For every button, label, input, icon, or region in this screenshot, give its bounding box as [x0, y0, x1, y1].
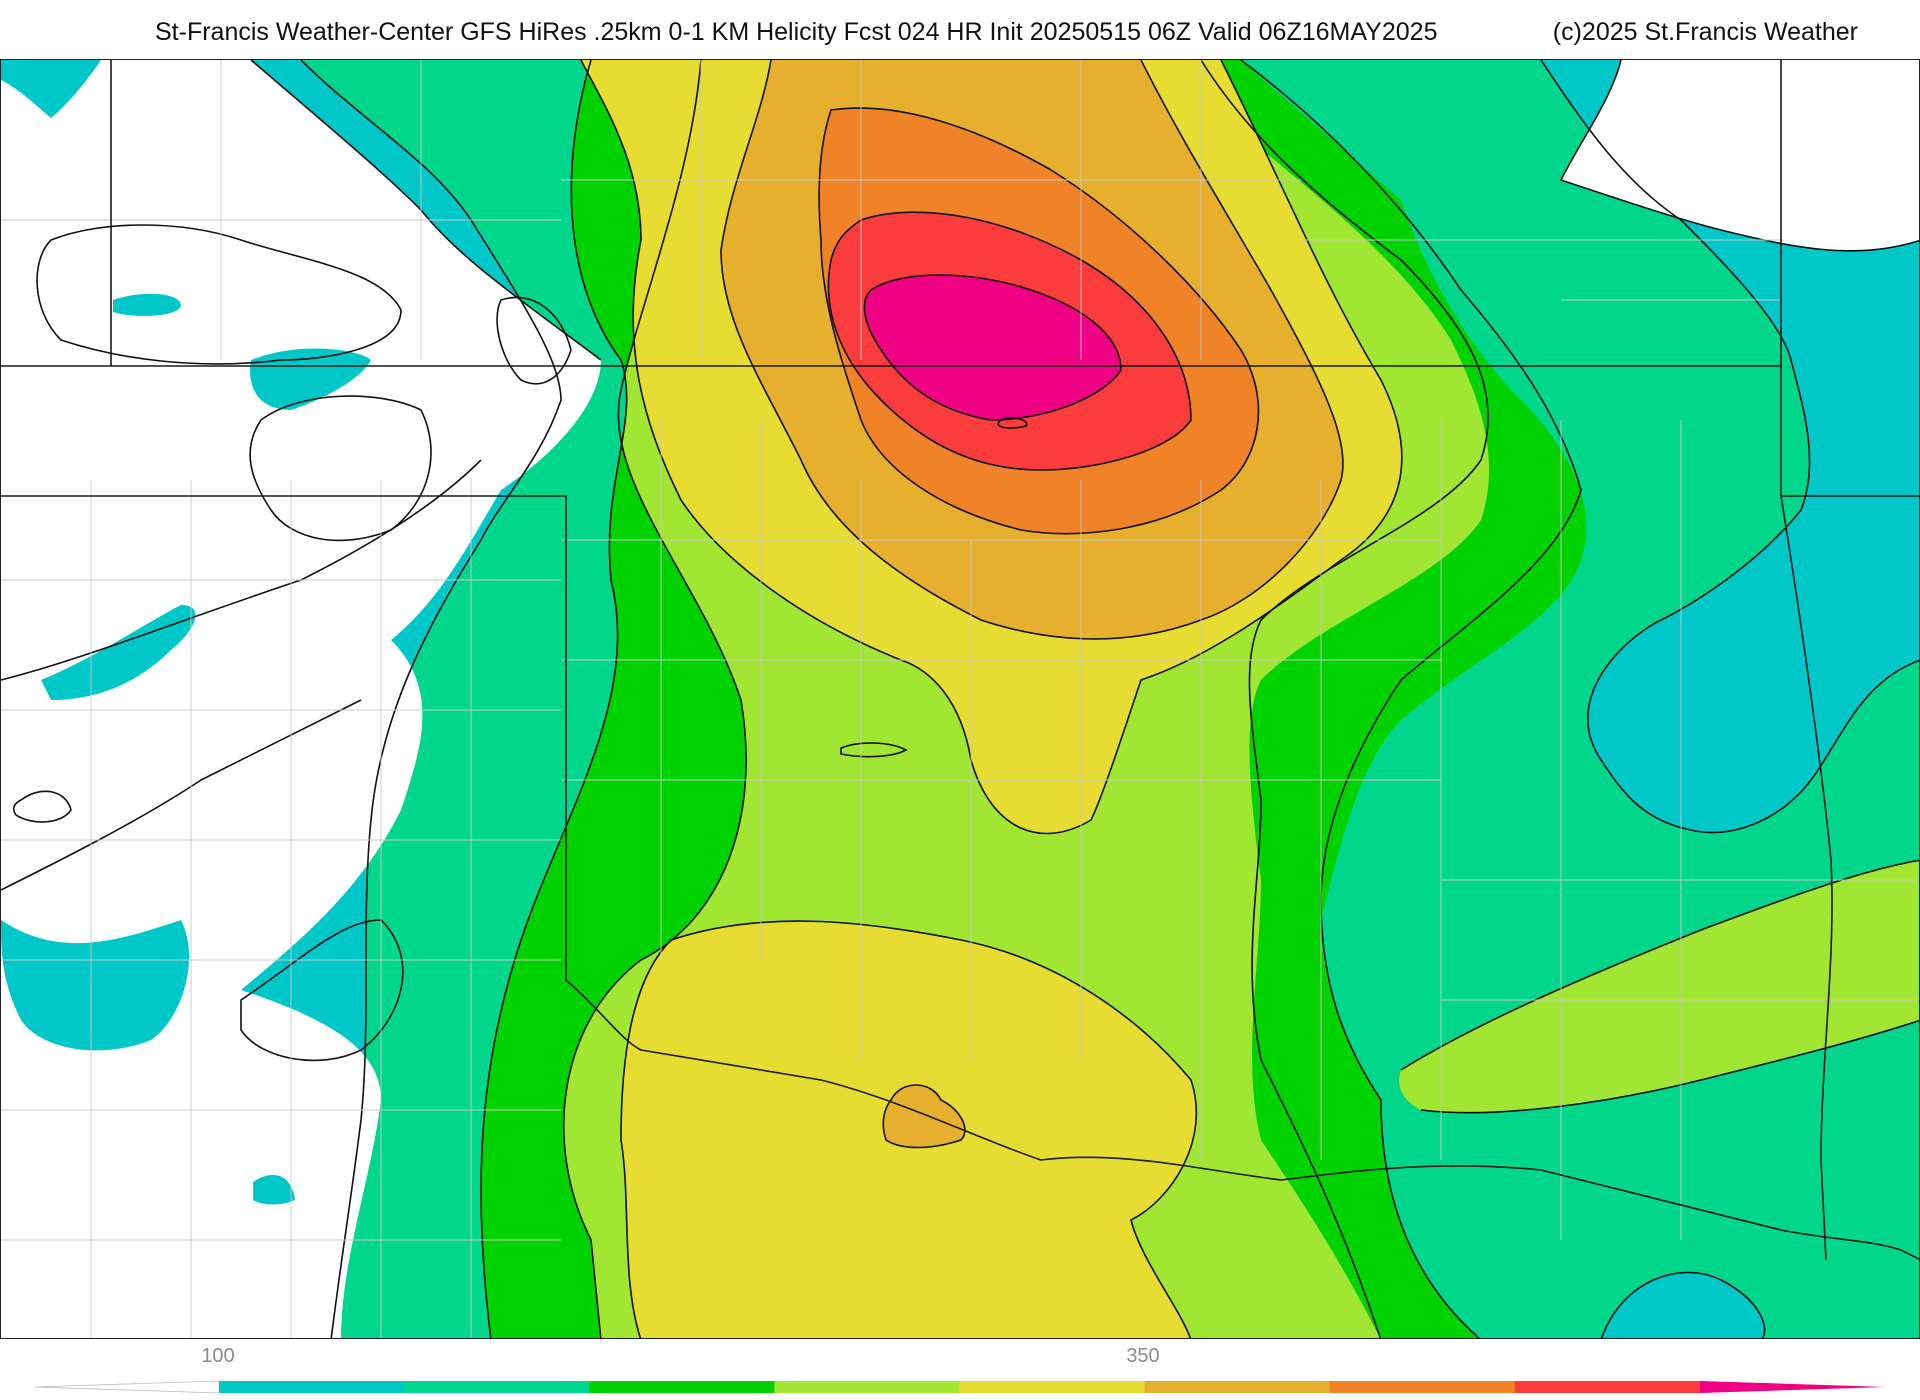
band-below-100-ne [1561, 60, 1919, 251]
contour-line [720, 60, 1344, 640]
contour-line [840, 742, 908, 758]
contour-line [249, 395, 432, 542]
cyan-patch-2 [250, 348, 371, 410]
contour-line [13, 790, 72, 823]
legend-tick-label: 100 [201, 1345, 235, 1367]
legend-tick-label: 350 [1126, 1345, 1160, 1367]
state-line [1, 495, 1919, 1260]
band-magenta-max [864, 275, 1121, 420]
colorbar-bin [774, 1381, 960, 1393]
colorbar-bin [1329, 1381, 1516, 1393]
state-boundaries [1, 60, 1919, 1261]
band-cyan-east [1541, 60, 1919, 833]
band-yellow-green-se [1399, 860, 1919, 1113]
contour-line [496, 296, 572, 385]
contour-line [1, 699, 362, 891]
colorbar-bin [404, 1381, 590, 1393]
contour-line [1559, 60, 1919, 252]
colorbar-bin [219, 1381, 405, 1393]
cyan-patch-se [1601, 1272, 1765, 1338]
contour-line [1240, 60, 1582, 1338]
county-boundaries [1, 60, 1919, 1338]
title-bar: St-Francis Weather-Center GFS HiRes .25k… [0, 0, 1920, 58]
contour-line [827, 211, 1192, 471]
contour-line [1420, 1019, 1919, 1114]
cyan-patch-5 [253, 1175, 295, 1205]
contour-line [670, 920, 1197, 1338]
contour-line [1540, 60, 1919, 834]
contour-line [240, 919, 404, 1062]
copyright-notice: (c)2025 St.Francis Weather [1552, 18, 1858, 46]
contour-line [1400, 859, 1919, 1071]
colorbar-bin [1514, 1381, 1701, 1393]
map-title: St-Francis Weather-Center GFS HiRes .25k… [155, 18, 1438, 46]
cyan-corner-nw [1, 60, 101, 118]
colorbar-bin [959, 1381, 1146, 1393]
contour-line [620, 939, 672, 1338]
colorbar-bins [219, 1381, 1701, 1393]
helicity-map [0, 59, 1920, 1339]
cyan-patch-1 [113, 293, 181, 316]
colorbar-bin [1144, 1381, 1331, 1393]
colorbar-bin [589, 1381, 775, 1393]
cyan-patch-3 [41, 605, 196, 700]
contour-line [1200, 60, 1489, 1338]
gold-patch-south [883, 1085, 965, 1148]
contour-line [36, 224, 402, 365]
contour-line [580, 60, 1403, 835]
contour-line [818, 107, 1260, 535]
contour-line [562, 60, 747, 1338]
colorbar-left-arrow [34, 1380, 220, 1394]
state-line [1780, 495, 1833, 1261]
helicity-map-svg [1, 60, 1919, 1338]
contour-line [882, 1084, 966, 1149]
colorbar [34, 1380, 1886, 1394]
contour-line [997, 417, 1028, 429]
cyan-patch-4 [1, 920, 190, 1051]
contour-line [480, 60, 628, 1338]
colorbar-right-arrow [1700, 1381, 1886, 1393]
contour-line [1600, 1271, 1766, 1338]
color-legend: 100 350 [0, 1340, 1920, 1400]
contour-line [863, 274, 1122, 421]
